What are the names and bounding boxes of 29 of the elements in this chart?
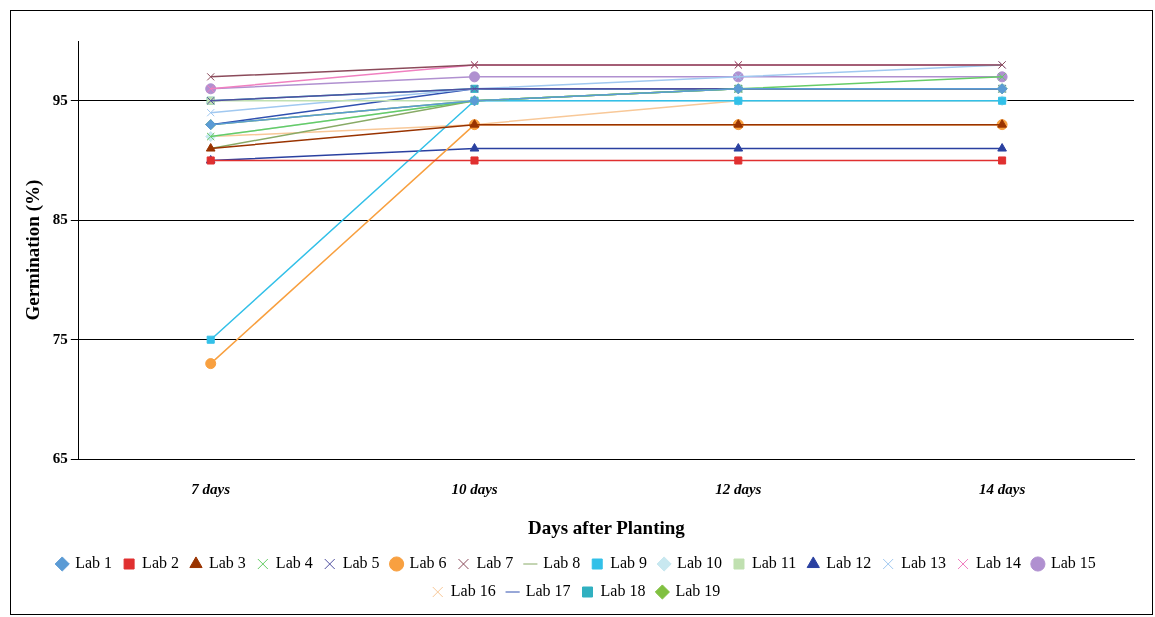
legend-label: Lab 16 [450,582,496,600]
x-tick-label: 10 days [451,481,498,498]
legend-label: Lab 1 [75,554,113,572]
legend-label: Lab 2 [142,554,179,572]
x-tick-label: 12 days [715,481,762,498]
legend-label: Lab 18 [600,582,646,600]
legend-label: Lab 3 [208,554,246,572]
x-axis-title: Days after Planting [527,516,686,538]
x-tick-label: 7 days [191,481,231,498]
legend-label: Lab 6 [409,554,447,572]
legend-label: Lab 4 [275,554,313,572]
y-tick-label: 75 [52,330,68,347]
legend-label: Lab 10 [677,554,722,572]
legend-label: Lab 5 [342,554,380,572]
legend-label: Lab 9 [610,554,648,572]
legend-label: Lab 12 [826,554,872,572]
x-tick-label: 14 days [978,481,1026,498]
legend-label: Lab 15 [1050,554,1096,572]
y-tick-label: 65 [52,450,68,467]
y-axis-title: Germination (%) [22,179,45,321]
legend-label: Lab 17 [525,582,571,600]
y-tick-label: 85 [52,211,68,228]
legend-label: Lab 14 [976,554,1021,572]
legend-label: Lab 13 [901,554,947,572]
legend-label: Lab 8 [543,554,581,572]
legend-label: Lab 19 [675,582,721,600]
legend-label: Lab 11 [751,554,797,572]
legend-label: Lab 7 [476,554,514,572]
y-tick-label: 95 [52,91,68,108]
